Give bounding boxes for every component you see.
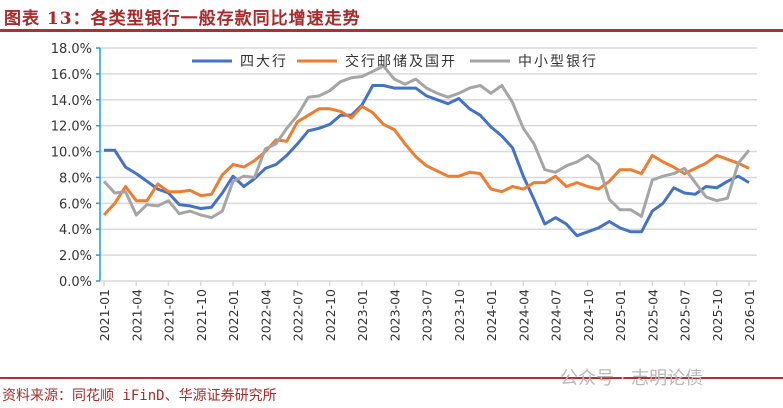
x-tick-label: 2022-01 (226, 289, 241, 341)
x-tick-label: 2021-10 (194, 289, 209, 341)
y-tick-label: 16.0% (51, 68, 92, 83)
y-tick-label: 2.0% (59, 249, 92, 264)
y-tick-label: 10.0% (51, 146, 92, 161)
legend-label: 交行邮储及国开 (345, 53, 457, 70)
x-tick-label: 2021-07 (162, 289, 177, 341)
x-tick-label: 2024-07 (549, 289, 564, 341)
legend-label: 中小型银行 (518, 54, 598, 70)
y-tick-label: 12.0% (51, 120, 92, 135)
x-tick-label: 2023-01 (355, 289, 370, 341)
x-tick-label: 2022-10 (323, 289, 338, 341)
x-tick-label: 2025-04 (645, 289, 660, 341)
x-tick-label: 2022-04 (258, 289, 273, 341)
watermark: 公众号 · 志明论债 (560, 368, 704, 389)
x-tick-label: 2024-01 (484, 289, 499, 341)
y-tick-label: 6.0% (59, 197, 92, 212)
y-tick-label: 0.0% (59, 275, 92, 290)
source-note: 资料来源：同花顺 iFinD、华源证券研究所 (2, 388, 277, 404)
series-line-2 (102, 104, 750, 217)
series-line-1 (104, 84, 750, 238)
y-tick-label: 14.0% (51, 94, 92, 109)
chart-title: 图表 13：各类型银行一般存款同比增速走势 (4, 9, 361, 29)
x-tick-label: 2023-04 (387, 289, 402, 341)
x-tick-label: 2024-04 (516, 289, 531, 341)
x-tick-label: 2023-07 (420, 289, 435, 341)
x-tick-label: 2024-10 (581, 289, 596, 341)
y-tick-label: 4.0% (59, 223, 92, 238)
x-tick-label: 2023-10 (452, 289, 467, 341)
x-tick-label: 2025-01 (613, 289, 628, 341)
x-tick-label: 2021-04 (129, 289, 144, 341)
title-divider (0, 29, 783, 32)
x-tick-label: 2025-07 (678, 289, 693, 341)
x-tick-label: 2025-10 (710, 289, 725, 341)
y-tick-label: 18.0% (51, 42, 92, 57)
x-tick-label: 2022-07 (291, 289, 306, 341)
y-tick-label: 8.0% (59, 171, 92, 186)
x-tick-label: 2021-01 (97, 289, 112, 341)
series-line-3 (102, 64, 751, 220)
footer-divider (0, 377, 783, 379)
x-tick-label: 2026-01 (742, 289, 757, 341)
legend-label: 四大行 (240, 54, 288, 70)
